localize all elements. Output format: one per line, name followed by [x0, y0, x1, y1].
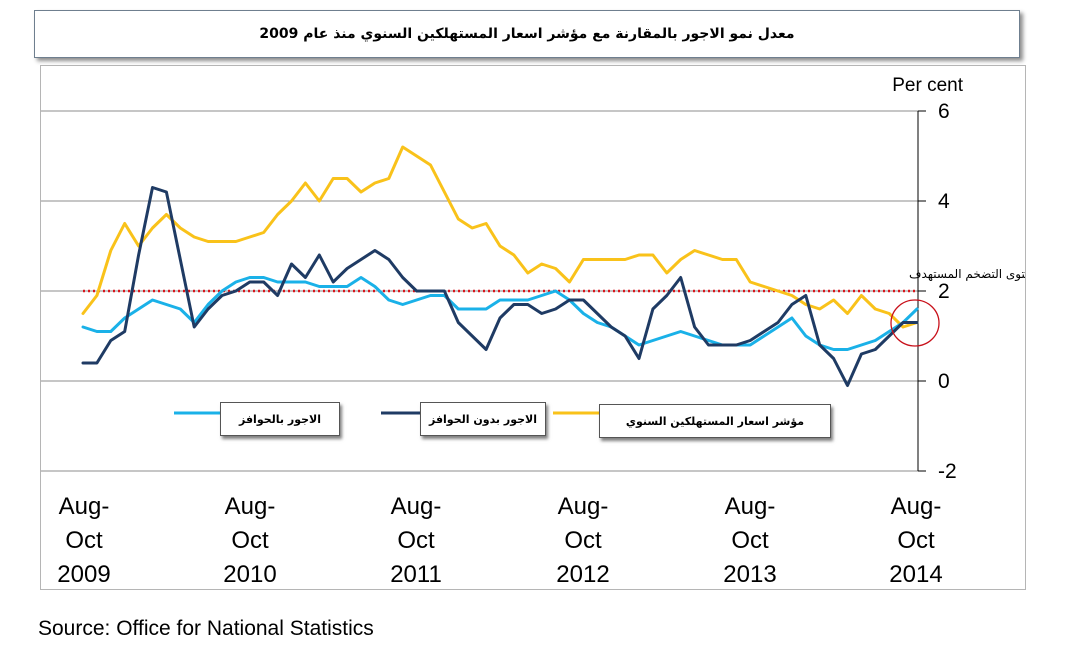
x-tick-label: Aug- — [558, 493, 609, 520]
x-tick-label: 2011 — [390, 561, 442, 588]
highlight-circle — [890, 299, 940, 347]
x-tick-label: Aug- — [225, 493, 276, 520]
target-inflation-label: 2% مستوى التضخم المستهدف — [909, 267, 1025, 282]
x-tick-label: Aug- — [891, 493, 942, 520]
x-axis-tick-labels: Aug- Oct 2009 Aug- Oct 2010 Aug- Oct 2011 Aug- Oct… — [57, 493, 942, 588]
x-tick-label: Oct — [397, 527, 435, 554]
legend-item-cpi: مؤشر اسعار المستهلكين السنوي — [599, 404, 831, 438]
chart-title-box: معدل نمو الاجور بالمقارنة مع مؤشر اسعار … — [34, 10, 1020, 58]
y-tick-label: 0 — [938, 370, 950, 393]
legend-label-wages-bonus: الاجور بالحوافز — [239, 412, 321, 426]
x-tick-label: Oct — [564, 527, 602, 554]
legend-label-wages-no-bonus: الاجور بدون الحوافز — [428, 412, 538, 426]
x-tick-label: Oct — [65, 527, 103, 554]
y-tick-label: 2 — [938, 280, 950, 303]
x-tick-label: Aug- — [725, 493, 776, 520]
y-tick-label: -2 — [938, 460, 957, 483]
x-tick-label: Oct — [731, 527, 769, 554]
wages-no-bonus-line — [81, 186, 919, 387]
x-tick-label: 2009 — [57, 561, 110, 588]
x-tick-label: Oct — [231, 527, 269, 554]
y-axis-label: Per cent — [892, 75, 963, 96]
x-tick-label: Aug- — [391, 493, 442, 520]
x-tick-label: Aug- — [59, 493, 110, 520]
x-tick-label: 2012 — [556, 561, 609, 588]
cpi-line — [81, 145, 919, 329]
x-tick-label: 2014 — [889, 561, 942, 588]
wages-bonus-line — [81, 276, 919, 351]
line-chart: Per cent 6 4 2 0 -2 2% مستوى التضخم المستهدف… — [41, 75, 1025, 588]
chart-frame: Per cent 6 4 2 0 -2 2% مستوى التضخم المستهدف… — [40, 65, 1026, 590]
x-tick-label: 2010 — [223, 561, 276, 588]
target-inflation-line: 2% مستوى التضخم المستهدف — [83, 267, 1025, 293]
series-lines — [81, 145, 919, 387]
y-tick-label: 6 — [938, 100, 950, 123]
y-tick-label: 4 — [938, 190, 950, 213]
legend-label-cpi: مؤشر اسعار المستهلكين السنوي — [625, 414, 805, 428]
x-tick-label: 2013 — [723, 561, 776, 588]
y-axis: Per cent 6 4 2 0 -2 — [892, 75, 963, 483]
legend-item-wages-bonus: الاجور بالحوافز — [220, 402, 340, 436]
x-tick-label: Oct — [897, 527, 935, 554]
source-note: Source: Office for National Statistics — [38, 617, 374, 640]
chart-title: معدل نمو الاجور بالمقارنة مع مؤشر اسعار … — [259, 26, 795, 42]
legend-item-wages-no-bonus: الاجور بدون الحوافز — [420, 402, 546, 436]
